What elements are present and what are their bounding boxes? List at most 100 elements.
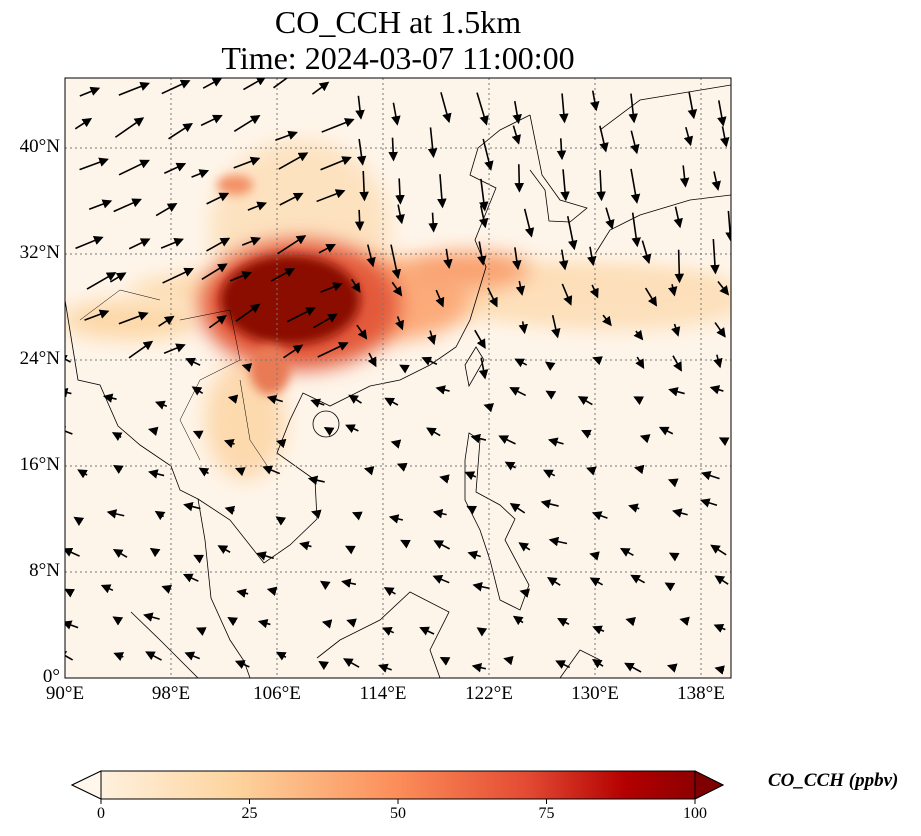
wind-arrow — [666, 663, 678, 673]
wind-arrow — [106, 509, 125, 519]
colorbar-label: CO_CCH (ppbv) — [768, 770, 899, 791]
wind-arrow — [77, 469, 88, 479]
wind-arrow — [367, 352, 377, 368]
wind-arrow — [206, 192, 230, 205]
wind-arrow — [299, 541, 312, 551]
wind-arrow — [383, 587, 396, 597]
wind-arrow — [710, 544, 727, 556]
wind-arrow — [478, 357, 489, 380]
lat-tick-label: 8°N — [29, 560, 60, 581]
wind-arrow — [65, 354, 71, 364]
wind-arrow — [118, 159, 150, 176]
lat-tick-label: 24°N — [19, 348, 60, 369]
wind-arrow — [577, 396, 593, 406]
wind-arrow — [316, 189, 346, 203]
wind-arrow — [427, 330, 437, 346]
wind-arrow — [509, 503, 526, 514]
wind-arrow — [236, 588, 249, 598]
wind-arrow — [191, 169, 210, 179]
colorbar-min-extend — [70, 770, 102, 800]
wind-arrow — [631, 212, 641, 248]
wind-arrow — [720, 126, 730, 148]
wind-arrow — [586, 466, 597, 476]
lon-tick-label: 114°E — [359, 683, 407, 704]
wind-arrow — [168, 122, 193, 140]
wind-arrow — [628, 503, 640, 513]
wind-arrow — [589, 551, 600, 561]
wind-arrow — [183, 501, 201, 512]
wind-arrow — [512, 247, 522, 271]
wind-arrow — [286, 307, 316, 323]
wind-arrow — [512, 615, 524, 626]
wind-arrow — [711, 171, 721, 191]
wind-arrow — [560, 169, 570, 202]
wind-arrow — [275, 438, 287, 449]
wind-arrow — [161, 79, 191, 95]
wind-arrow — [313, 313, 338, 329]
wind-arrow — [713, 354, 723, 369]
wind-arrow — [545, 390, 557, 400]
wind-arrow — [394, 316, 404, 331]
wind-arrow — [208, 314, 227, 329]
wind-arrow — [341, 578, 357, 588]
wind-arrow — [396, 462, 408, 472]
wind-arrow — [65, 426, 73, 436]
wind-arrow — [102, 393, 117, 403]
wind-arrow — [515, 280, 526, 296]
wind-arrow — [561, 283, 573, 306]
wind-arrow — [223, 439, 235, 449]
wind-arrow — [400, 539, 411, 549]
lon-tick-label: 130°E — [571, 683, 619, 704]
wind-arrow — [566, 216, 578, 251]
wind-arrow — [633, 396, 644, 406]
colorbar-tick-label: 50 — [390, 805, 406, 822]
colorbar-gradient — [70, 770, 725, 800]
wind-arrow — [602, 314, 612, 327]
wind-arrow — [200, 114, 223, 127]
wind-arrow — [395, 204, 405, 225]
wind-arrow — [79, 157, 109, 171]
wind-arrow — [464, 471, 477, 481]
lon-tick-label: 122°E — [465, 683, 513, 704]
wind-arrow — [591, 659, 604, 669]
wind-arrow — [111, 432, 123, 442]
wind-arrow — [158, 315, 175, 327]
wind-arrow — [128, 238, 151, 250]
wind-arrow — [270, 268, 296, 282]
wind-arrow — [674, 249, 685, 284]
wind-arrow — [518, 542, 531, 552]
wind-arrow — [667, 478, 679, 488]
wind-arrow — [619, 547, 634, 557]
wind-vectors — [65, 78, 731, 675]
wind-arrow — [100, 584, 114, 594]
wind-arrow — [504, 461, 516, 471]
colorbar-tick-label: 25 — [241, 805, 258, 822]
wind-arrow — [551, 315, 561, 339]
wind-arrow — [266, 586, 278, 596]
colorbar-max-extend — [694, 770, 725, 800]
wind-arrow — [390, 439, 402, 449]
wind-arrow — [114, 117, 145, 138]
wind-arrow — [233, 156, 261, 169]
wind-arrow — [162, 267, 194, 284]
wind-arrow — [700, 498, 718, 508]
wind-arrow — [321, 619, 333, 629]
wind-arrow — [483, 403, 495, 413]
wind-arrow — [630, 574, 646, 584]
wind-arrow — [426, 427, 441, 437]
coastlines — [65, 84, 731, 678]
wind-arrow — [65, 547, 80, 557]
lat-tick-label: 0° — [42, 666, 60, 687]
wind-arrow — [356, 138, 367, 166]
wind-arrow — [275, 130, 298, 142]
wind-arrow — [673, 206, 683, 229]
wind-arrow — [148, 469, 165, 479]
wind-arrow — [163, 343, 186, 354]
wind-arrow — [700, 471, 720, 481]
map-area — [65, 78, 731, 678]
wind-arrow — [487, 287, 498, 308]
wind-arrow — [318, 243, 336, 254]
wind-arrow — [435, 289, 445, 308]
wind-arrow — [198, 467, 210, 477]
